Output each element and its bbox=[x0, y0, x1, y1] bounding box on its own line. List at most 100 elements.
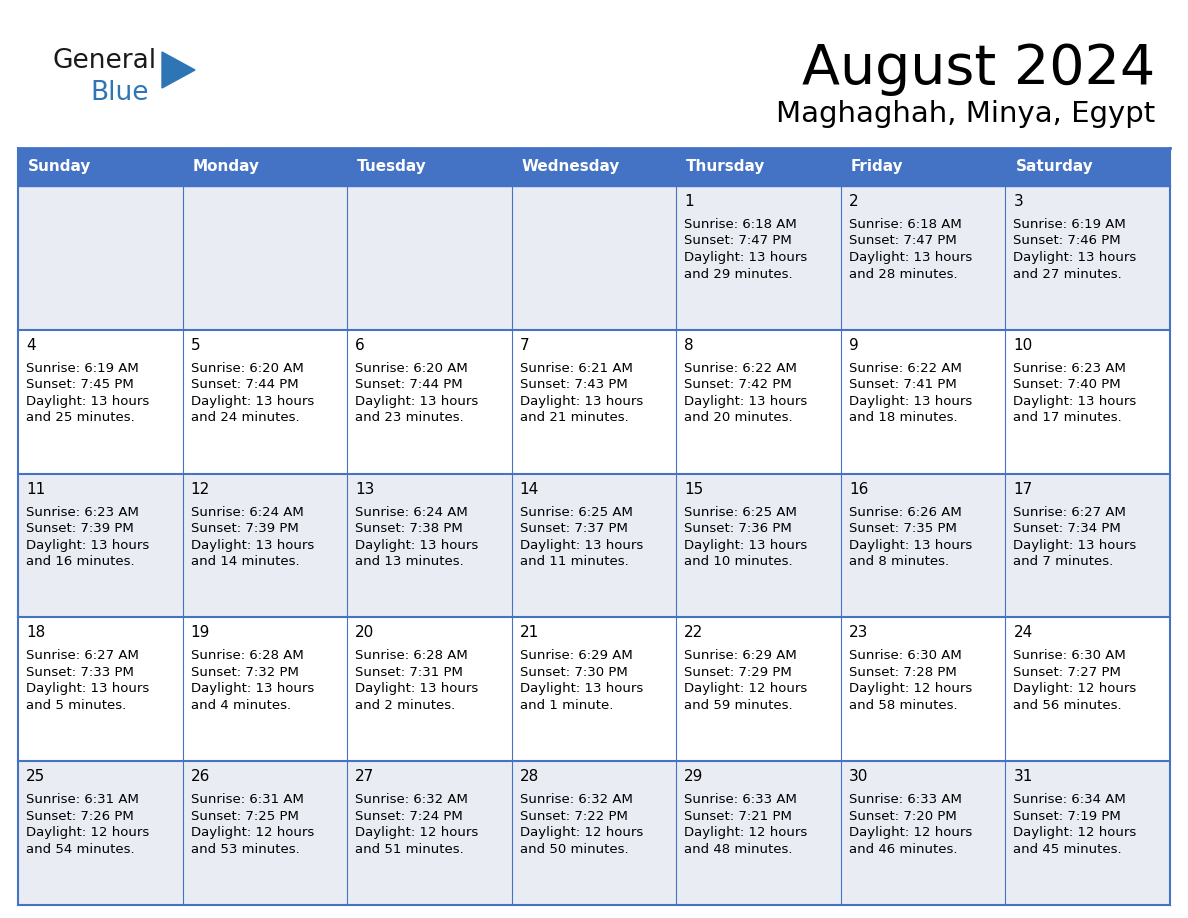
Bar bbox=[347, 330, 512, 474]
Text: and 25 minutes.: and 25 minutes. bbox=[26, 411, 134, 424]
Text: Sunset: 7:43 PM: Sunset: 7:43 PM bbox=[519, 378, 627, 391]
Bar bbox=[183, 618, 347, 761]
Text: Friday: Friday bbox=[851, 160, 904, 174]
Text: and 1 minute.: and 1 minute. bbox=[519, 699, 613, 711]
Text: and 2 minutes.: and 2 minutes. bbox=[355, 699, 455, 711]
Text: Daylight: 13 hours: Daylight: 13 hours bbox=[190, 395, 314, 408]
Bar bbox=[676, 148, 841, 186]
Text: Sunrise: 6:31 AM: Sunrise: 6:31 AM bbox=[26, 793, 139, 806]
Text: Daylight: 13 hours: Daylight: 13 hours bbox=[1013, 251, 1137, 264]
Text: Sunrise: 6:32 AM: Sunrise: 6:32 AM bbox=[519, 793, 632, 806]
Text: Sunset: 7:44 PM: Sunset: 7:44 PM bbox=[355, 378, 463, 391]
Text: Daylight: 13 hours: Daylight: 13 hours bbox=[684, 395, 808, 408]
Bar bbox=[676, 618, 841, 761]
Text: and 7 minutes.: and 7 minutes. bbox=[1013, 555, 1113, 568]
Text: Sunset: 7:29 PM: Sunset: 7:29 PM bbox=[684, 666, 792, 679]
Text: General: General bbox=[52, 48, 156, 74]
Text: Daylight: 12 hours: Daylight: 12 hours bbox=[684, 826, 808, 839]
Text: 5: 5 bbox=[190, 338, 201, 353]
Text: Sunrise: 6:18 AM: Sunrise: 6:18 AM bbox=[849, 218, 961, 231]
Text: Daylight: 13 hours: Daylight: 13 hours bbox=[519, 682, 643, 696]
Text: Daylight: 12 hours: Daylight: 12 hours bbox=[849, 682, 972, 696]
Text: Sunset: 7:32 PM: Sunset: 7:32 PM bbox=[190, 666, 298, 679]
Bar bbox=[1005, 148, 1170, 186]
Bar bbox=[512, 618, 676, 761]
Text: Daylight: 12 hours: Daylight: 12 hours bbox=[684, 682, 808, 696]
Text: Daylight: 13 hours: Daylight: 13 hours bbox=[355, 395, 479, 408]
Text: Sunset: 7:37 PM: Sunset: 7:37 PM bbox=[519, 522, 627, 535]
Text: Sunrise: 6:32 AM: Sunrise: 6:32 AM bbox=[355, 793, 468, 806]
Text: Sunset: 7:38 PM: Sunset: 7:38 PM bbox=[355, 522, 463, 535]
Text: Sunrise: 6:31 AM: Sunrise: 6:31 AM bbox=[190, 793, 303, 806]
Text: 16: 16 bbox=[849, 482, 868, 497]
Text: Sunset: 7:40 PM: Sunset: 7:40 PM bbox=[1013, 378, 1121, 391]
Bar bbox=[841, 761, 1005, 905]
Text: Sunset: 7:35 PM: Sunset: 7:35 PM bbox=[849, 522, 956, 535]
Bar bbox=[1005, 761, 1170, 905]
Text: Daylight: 13 hours: Daylight: 13 hours bbox=[1013, 395, 1137, 408]
Text: Sunset: 7:20 PM: Sunset: 7:20 PM bbox=[849, 810, 956, 823]
Text: 19: 19 bbox=[190, 625, 210, 641]
Text: and 29 minutes.: and 29 minutes. bbox=[684, 267, 792, 281]
Text: 12: 12 bbox=[190, 482, 210, 497]
Text: 11: 11 bbox=[26, 482, 45, 497]
Text: Sunrise: 6:23 AM: Sunrise: 6:23 AM bbox=[26, 506, 139, 519]
Text: 21: 21 bbox=[519, 625, 539, 641]
Text: Sunrise: 6:20 AM: Sunrise: 6:20 AM bbox=[190, 362, 303, 375]
Text: and 17 minutes.: and 17 minutes. bbox=[1013, 411, 1123, 424]
Text: and 53 minutes.: and 53 minutes. bbox=[190, 843, 299, 856]
Text: Sunrise: 6:33 AM: Sunrise: 6:33 AM bbox=[849, 793, 962, 806]
Text: 14: 14 bbox=[519, 482, 539, 497]
Bar bbox=[183, 330, 347, 474]
Text: Sunset: 7:39 PM: Sunset: 7:39 PM bbox=[26, 522, 134, 535]
Text: 28: 28 bbox=[519, 769, 539, 784]
Bar bbox=[676, 330, 841, 474]
Text: Sunset: 7:28 PM: Sunset: 7:28 PM bbox=[849, 666, 956, 679]
Bar bbox=[347, 618, 512, 761]
Bar bbox=[512, 330, 676, 474]
Text: Sunset: 7:36 PM: Sunset: 7:36 PM bbox=[684, 522, 792, 535]
Bar bbox=[18, 618, 183, 761]
Bar bbox=[512, 761, 676, 905]
Text: Sunrise: 6:30 AM: Sunrise: 6:30 AM bbox=[1013, 649, 1126, 663]
Text: Sunset: 7:47 PM: Sunset: 7:47 PM bbox=[849, 234, 956, 248]
Text: 18: 18 bbox=[26, 625, 45, 641]
Text: and 13 minutes.: and 13 minutes. bbox=[355, 555, 463, 568]
Text: and 23 minutes.: and 23 minutes. bbox=[355, 411, 463, 424]
Bar bbox=[676, 186, 841, 330]
Text: 7: 7 bbox=[519, 338, 530, 353]
Bar bbox=[676, 761, 841, 905]
Text: Sunrise: 6:27 AM: Sunrise: 6:27 AM bbox=[26, 649, 139, 663]
Bar bbox=[841, 186, 1005, 330]
Text: Sunset: 7:39 PM: Sunset: 7:39 PM bbox=[190, 522, 298, 535]
Bar bbox=[512, 186, 676, 330]
Text: and 51 minutes.: and 51 minutes. bbox=[355, 843, 463, 856]
Bar bbox=[18, 148, 183, 186]
Text: Daylight: 12 hours: Daylight: 12 hours bbox=[26, 826, 150, 839]
Text: Sunset: 7:45 PM: Sunset: 7:45 PM bbox=[26, 378, 134, 391]
Text: 30: 30 bbox=[849, 769, 868, 784]
Bar bbox=[18, 186, 183, 330]
Text: Daylight: 13 hours: Daylight: 13 hours bbox=[26, 539, 150, 552]
Text: Daylight: 13 hours: Daylight: 13 hours bbox=[684, 539, 808, 552]
Bar bbox=[841, 618, 1005, 761]
Text: 8: 8 bbox=[684, 338, 694, 353]
Bar bbox=[183, 186, 347, 330]
Text: and 11 minutes.: and 11 minutes. bbox=[519, 555, 628, 568]
Text: Sunset: 7:47 PM: Sunset: 7:47 PM bbox=[684, 234, 792, 248]
Bar bbox=[347, 186, 512, 330]
Text: Sunset: 7:19 PM: Sunset: 7:19 PM bbox=[1013, 810, 1121, 823]
Polygon shape bbox=[162, 52, 195, 88]
Text: Daylight: 12 hours: Daylight: 12 hours bbox=[519, 826, 643, 839]
Text: 22: 22 bbox=[684, 625, 703, 641]
Bar bbox=[841, 474, 1005, 618]
Bar bbox=[1005, 474, 1170, 618]
Bar bbox=[1005, 618, 1170, 761]
Bar bbox=[512, 474, 676, 618]
Text: Sunrise: 6:22 AM: Sunrise: 6:22 AM bbox=[849, 362, 962, 375]
Text: Daylight: 13 hours: Daylight: 13 hours bbox=[519, 395, 643, 408]
Text: Thursday: Thursday bbox=[687, 160, 765, 174]
Text: Daylight: 13 hours: Daylight: 13 hours bbox=[849, 539, 972, 552]
Text: Sunrise: 6:33 AM: Sunrise: 6:33 AM bbox=[684, 793, 797, 806]
Text: Sunrise: 6:18 AM: Sunrise: 6:18 AM bbox=[684, 218, 797, 231]
